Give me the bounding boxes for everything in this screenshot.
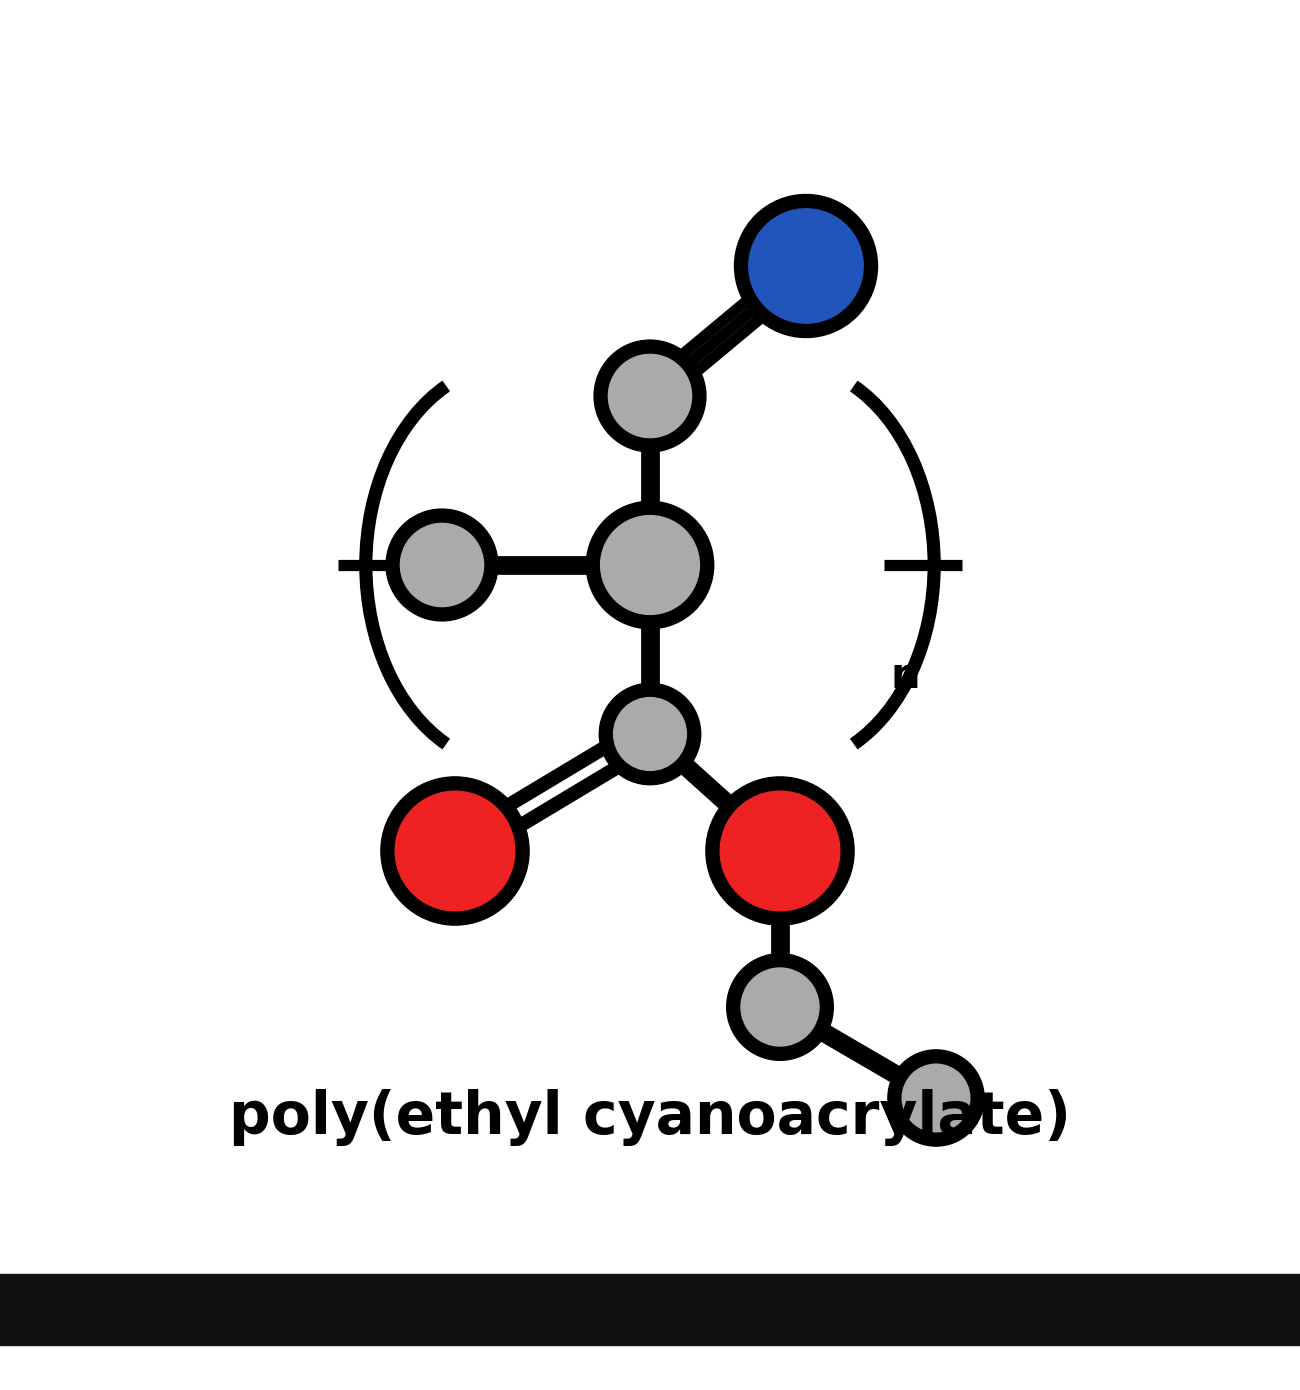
Circle shape — [608, 354, 692, 438]
Circle shape — [888, 1049, 984, 1147]
Bar — [0, 1273, 1300, 1346]
Circle shape — [727, 954, 833, 1061]
Circle shape — [601, 516, 699, 614]
Circle shape — [381, 777, 529, 926]
Circle shape — [749, 208, 863, 324]
Circle shape — [902, 1065, 970, 1131]
Circle shape — [614, 698, 686, 770]
Circle shape — [734, 195, 878, 338]
Circle shape — [706, 777, 854, 926]
Circle shape — [594, 341, 706, 452]
Text: n: n — [891, 655, 920, 696]
Circle shape — [599, 684, 701, 785]
Circle shape — [586, 502, 714, 628]
Circle shape — [741, 967, 819, 1047]
Circle shape — [395, 791, 515, 910]
Text: poly(ethyl cyanoacrylate): poly(ethyl cyanoacrylate) — [229, 1088, 1071, 1145]
Circle shape — [720, 791, 840, 910]
Circle shape — [400, 524, 484, 606]
Circle shape — [386, 509, 498, 621]
